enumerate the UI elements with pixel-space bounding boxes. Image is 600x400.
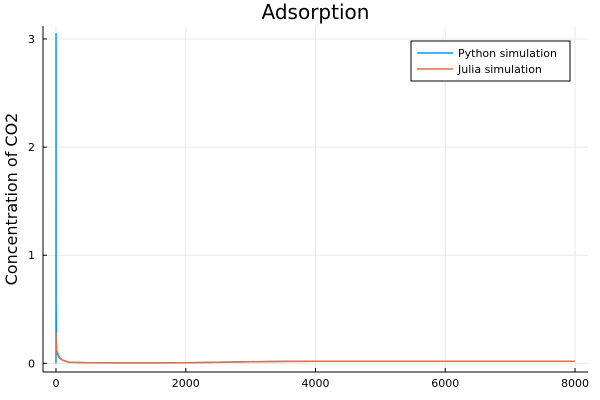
y-tick-label-2: 2 — [28, 141, 35, 154]
chart-title: Adsorption — [262, 0, 370, 24]
y-tick-label-0: 0 — [28, 357, 35, 370]
x-axis-ticks: 0 2000 4000 6000 8000 — [52, 368, 589, 390]
legend-label-python: Python simulation — [458, 47, 557, 60]
legend-label-julia: Julia simulation — [457, 63, 542, 76]
x-tick-label-1: 2000 — [172, 377, 200, 390]
y-axis-ticks: 0 1 2 3 — [28, 33, 47, 370]
series-line-1 — [55, 333, 576, 364]
legend: Python simulation Julia simulation — [410, 40, 571, 82]
y-tick-label-1: 1 — [28, 249, 35, 262]
x-tick-label-4: 8000 — [561, 377, 589, 390]
y-tick-label-3: 3 — [28, 33, 35, 46]
legend-box — [410, 40, 571, 82]
x-tick-label-0: 0 — [52, 377, 59, 390]
x-tick-label-2: 4000 — [302, 377, 330, 390]
y-axis-label: Concentration of CO2 — [2, 113, 21, 286]
x-tick-label-3: 6000 — [431, 377, 459, 390]
series-layer — [55, 32, 576, 364]
